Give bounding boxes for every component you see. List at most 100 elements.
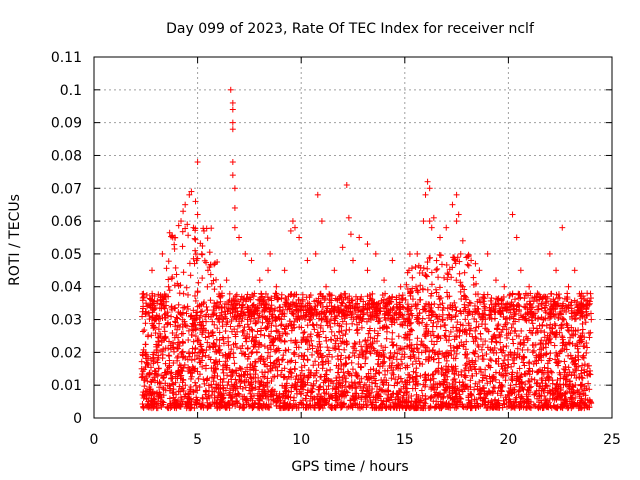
data-point — [584, 344, 591, 351]
data-point — [501, 323, 508, 330]
data-point — [206, 333, 213, 340]
data-point — [168, 275, 175, 282]
data-point — [521, 295, 528, 302]
data-point — [204, 307, 211, 314]
data-point — [559, 321, 566, 328]
data-point — [563, 389, 570, 396]
data-point — [392, 376, 399, 383]
data-point — [273, 283, 280, 290]
data-point — [547, 290, 554, 297]
data-point — [462, 346, 469, 353]
data-point — [231, 224, 238, 231]
data-point — [252, 359, 259, 366]
data-point — [194, 288, 201, 295]
data-point — [350, 343, 357, 350]
data-point — [508, 324, 515, 331]
data-point — [358, 375, 365, 382]
data-point — [180, 290, 187, 297]
data-point — [485, 363, 492, 370]
data-point — [185, 232, 192, 239]
data-point — [351, 340, 358, 347]
data-point — [344, 368, 351, 375]
data-point — [508, 390, 515, 397]
data-point — [513, 381, 520, 388]
data-point — [372, 250, 379, 257]
data-point — [419, 319, 426, 326]
data-point — [346, 326, 353, 333]
data-point — [516, 290, 523, 297]
data-point — [252, 378, 259, 385]
data-point — [163, 265, 170, 272]
data-point — [443, 357, 450, 364]
data-point — [288, 370, 295, 377]
chart-title: Day 099 of 2023, Rate Of TEC Index for r… — [166, 21, 535, 37]
data-point — [266, 333, 273, 340]
data-point — [300, 329, 307, 336]
data-point — [165, 283, 172, 290]
data-point — [187, 272, 194, 279]
data-point — [491, 308, 498, 315]
data-point — [274, 373, 281, 380]
data-point — [175, 322, 182, 329]
data-point — [412, 358, 419, 365]
y-tick-label: 0 — [73, 411, 82, 427]
data-point — [291, 380, 298, 387]
data-point — [544, 360, 551, 367]
data-point — [364, 267, 371, 274]
data-point — [310, 382, 317, 389]
y-tick-label: 0.05 — [51, 247, 82, 263]
data-point — [412, 385, 419, 392]
data-point — [236, 234, 243, 241]
data-point — [153, 343, 160, 350]
data-point — [190, 338, 197, 345]
data-point — [520, 359, 527, 366]
data-point — [335, 343, 342, 350]
data-point — [364, 241, 371, 248]
data-point — [323, 337, 330, 344]
x-tick-label: 5 — [193, 432, 202, 448]
data-point — [173, 314, 180, 321]
data-point — [192, 379, 199, 386]
x-tick-label: 0 — [90, 432, 99, 448]
data-point — [586, 334, 593, 341]
data-point — [207, 297, 214, 304]
data-point — [166, 287, 173, 294]
data-point — [488, 295, 495, 302]
data-point — [390, 342, 397, 349]
data-point — [356, 234, 363, 241]
data-point — [323, 283, 330, 290]
data-point — [466, 330, 473, 337]
data-point — [329, 385, 336, 392]
data-point — [514, 345, 521, 352]
data-point — [362, 360, 369, 367]
data-point — [179, 243, 186, 250]
data-point — [314, 191, 321, 198]
data-point — [244, 345, 251, 352]
y-tick-label: 0.01 — [51, 378, 82, 394]
data-point — [327, 323, 334, 330]
data-point — [579, 354, 586, 361]
data-point — [139, 401, 146, 408]
data-point — [180, 208, 187, 215]
x-tick-label: 20 — [499, 432, 517, 448]
data-point — [191, 235, 198, 242]
data-point — [345, 403, 352, 410]
data-point — [501, 352, 508, 359]
data-point — [358, 364, 365, 371]
data-point — [546, 355, 553, 362]
data-point — [166, 395, 173, 402]
data-point — [159, 250, 166, 257]
data-point — [310, 322, 317, 329]
data-point — [320, 328, 327, 335]
data-point — [467, 300, 474, 307]
data-point — [509, 211, 516, 218]
data-point — [145, 310, 152, 317]
data-point — [288, 357, 295, 364]
y-tick-label: 0.04 — [51, 280, 82, 296]
data-point — [435, 355, 442, 362]
data-point — [220, 375, 227, 382]
data-point — [522, 381, 529, 388]
data-point — [223, 364, 230, 371]
data-point — [267, 359, 274, 366]
data-point — [307, 331, 314, 338]
